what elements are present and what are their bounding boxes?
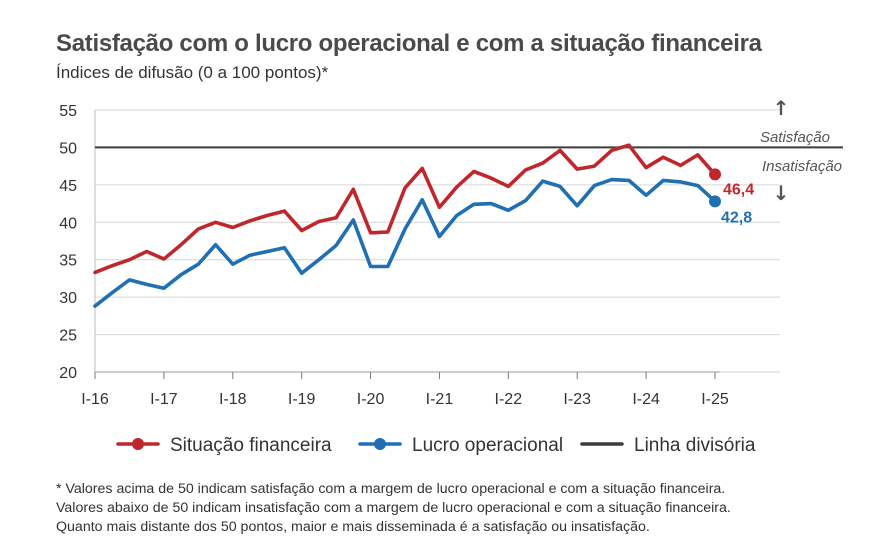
series-lucro-operacional-line [93, 177, 717, 308]
x-tick-label: I-22 [495, 391, 523, 408]
data-label-situacao: 46,4 [723, 181, 754, 198]
x-tick-label: I-19 [288, 391, 316, 408]
series-situacao-financeira-end-point [709, 168, 721, 181]
y-tick-label: 55 [59, 103, 77, 120]
footnote: * Valores acima de 50 indicam satisfação… [56, 480, 731, 537]
annotation-insatisfacao: Insatisfação [762, 158, 842, 175]
legend-lucro-operacional-marker [374, 438, 386, 450]
series-lucro-operacional-end-point [709, 195, 721, 208]
x-tick-label: I-18 [219, 391, 247, 408]
legend-situacao-financeira-label: Situação financeira [170, 435, 332, 456]
y-tick-label: 35 [59, 253, 77, 270]
legend-lucro-operacional-label: Lucro operacional [412, 435, 563, 456]
x-tick-label: I-23 [563, 391, 591, 408]
chart-title: Satisfação com o lucro operacional e com… [56, 30, 762, 57]
chart-subtitle: Índices de difusão (0 a 100 pontos)* [56, 63, 329, 82]
y-tick-label: 20 [59, 365, 77, 382]
x-tick-label: I-20 [357, 391, 385, 408]
legend-linha-divisoria-label: Linha divisória [634, 435, 756, 456]
x-tick-label: I-16 [81, 391, 109, 408]
footnote-line-1: * Valores acima de 50 indicam satisfação… [56, 481, 726, 497]
y-tick-label: 45 [59, 178, 77, 195]
annotation-satisfacao: Satisfação [760, 129, 830, 146]
arrow-down-icon: ↓ [773, 181, 790, 205]
y-tick-label: 50 [59, 140, 77, 157]
data-label-lucro: 42,8 [721, 209, 752, 226]
x-tick-label: I-17 [150, 391, 178, 408]
footnote-line-3: Quanto mais distante dos 50 pontos, maio… [56, 519, 650, 535]
arrow-up-icon: ↑ [773, 96, 790, 120]
y-tick-label: 30 [59, 290, 77, 307]
series-situacao-financeira-line [93, 143, 717, 275]
x-tick-label: I-24 [632, 391, 660, 408]
y-tick-label: 40 [59, 215, 77, 232]
footnote-line-2: Valores abaixo de 50 indicam insatisfaçã… [56, 500, 731, 516]
x-tick-label: I-21 [426, 391, 454, 408]
y-tick-label: 25 [59, 328, 77, 345]
x-tick-label: I-25 [701, 391, 729, 408]
legend-situacao-financeira-marker [132, 438, 144, 450]
